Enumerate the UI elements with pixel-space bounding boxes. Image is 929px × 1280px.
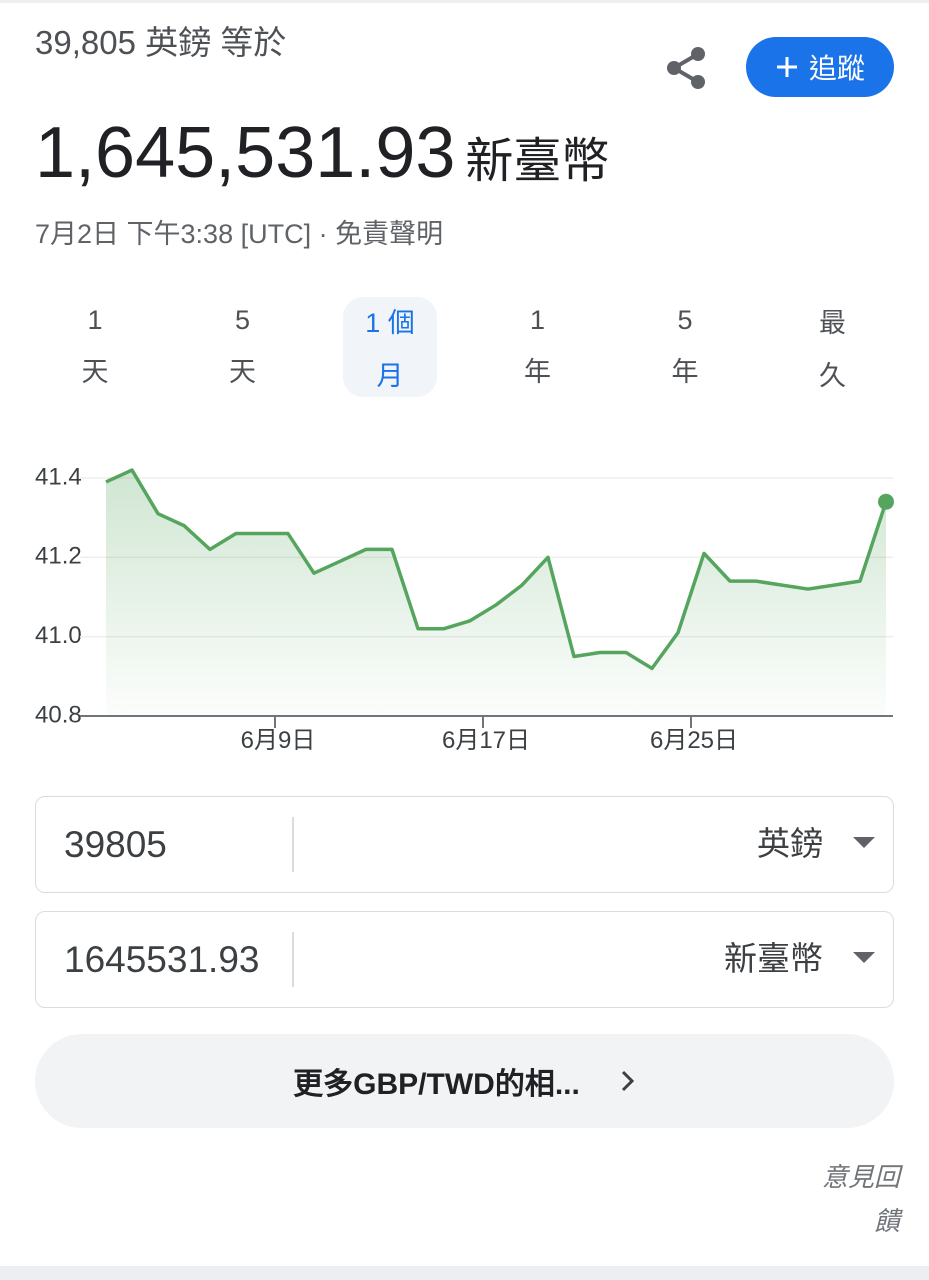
bottom-divider [0, 1266, 929, 1280]
x-tick-label: 6月25日 [650, 727, 738, 754]
more-label: 更多GBP/TWD的相... [293, 1068, 580, 1101]
dropdown-arrow [853, 837, 875, 848]
dropdown-arrow [853, 952, 875, 963]
separator [292, 932, 294, 987]
last-point [878, 493, 894, 510]
tab-text: 天 [81, 357, 109, 387]
y-tick-label: 41.0 [35, 622, 82, 649]
result-unit: 新臺幣 [465, 135, 610, 188]
separator [292, 817, 294, 872]
tab-text: 年 [524, 357, 551, 387]
tab-text: 最 [819, 308, 846, 338]
follow-label: 追蹤 [808, 53, 865, 84]
converter-row[interactable]: 39805 英鎊 [35, 796, 894, 893]
range-tab[interactable]: 1 個月 [343, 297, 437, 397]
amount-input[interactable]: 1645531.93 [64, 939, 260, 980]
top-divider [0, 0, 929, 3]
chart: 40.8 41.0 41.2 41.4 6月9日 6月17日 6月25日 [35, 463, 894, 754]
line [105, 468, 888, 671]
y-tick-label: 40.8 [35, 701, 82, 728]
area-fill [106, 470, 886, 716]
amount-input[interactable]: 39805 [64, 824, 167, 865]
tab-text: 年 [671, 357, 699, 387]
converter-row[interactable]: 1645531.93 新臺幣 [35, 911, 894, 1008]
result-value: 1,645,531.93 [35, 113, 456, 193]
result: 1,645,531.93 新臺幣 [35, 108, 609, 207]
tab-text: 1 [87, 305, 103, 335]
feedback-link[interactable]: 意見回饋 [821, 1162, 900, 1236]
amount-line: 39,805 英鎊 等於 [35, 24, 287, 61]
currency-select[interactable]: 英鎊 [757, 825, 823, 862]
tab-text: 1 個 [365, 308, 415, 338]
more-link[interactable]: 更多GBP/TWD的相... [35, 1034, 894, 1128]
currency-select[interactable]: 新臺幣 [724, 940, 823, 977]
tab-text: 久 [819, 361, 846, 391]
tab-text: 月 [376, 361, 404, 391]
plus-icon [776, 57, 797, 77]
x-tick-label: 6月9日 [241, 727, 316, 754]
x-tick-label: 6月17日 [442, 727, 530, 754]
tab-text: 5 [234, 305, 251, 335]
follow-button[interactable]: 追蹤 [746, 37, 894, 97]
chevron [621, 1070, 634, 1092]
y-tick-label: 41.4 [35, 463, 82, 490]
timestamp[interactable]: 7月2日 下午3:38 [UTC] · 免責聲明 [35, 219, 444, 249]
tab-text: 5 [677, 305, 693, 335]
tab-text: 1 [529, 305, 546, 335]
y-tick-label: 41.2 [35, 543, 82, 570]
range-tab[interactable]: 最久 [786, 297, 880, 397]
tab-text: 天 [229, 357, 256, 387]
share-button[interactable] [662, 44, 710, 92]
